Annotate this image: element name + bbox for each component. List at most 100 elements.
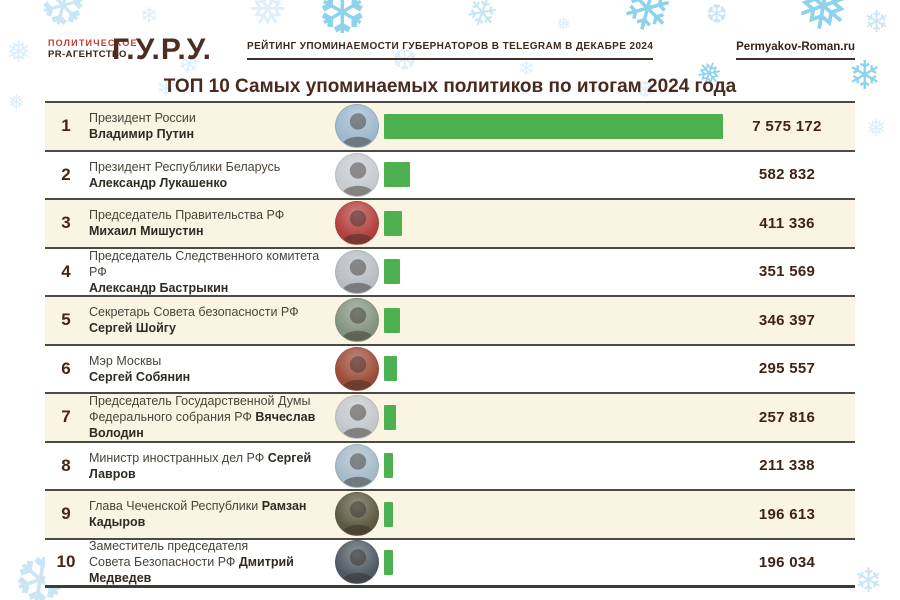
snowflake-icon: ❄	[140, 4, 159, 29]
person-silhouette-icon	[341, 162, 375, 196]
site-url: Permyakov-Roman.ru	[736, 41, 855, 60]
rank-number: 9	[61, 504, 71, 524]
politician-photo	[335, 298, 379, 343]
mention-bar	[384, 501, 393, 527]
politician-photo	[335, 152, 379, 197]
person-silhouette-icon	[341, 501, 375, 536]
agency-logo-text: ПОЛИТИЧЕСКОЕ PR-АГЕНТСТВО	[48, 37, 138, 61]
politician-photo	[335, 201, 379, 246]
snowflake-icon: ❅	[8, 90, 25, 114]
politician-name: Дмитрий Медведев	[89, 555, 294, 586]
header-tagline: РЕЙТИНГ УПОМИНАЕМОСТИ ГУБЕРНАТОРОВ В TEL…	[247, 41, 654, 60]
mention-bar	[384, 162, 410, 188]
politician-photo	[335, 395, 379, 440]
mention-bar	[384, 404, 396, 430]
rank-number: 5	[61, 310, 71, 330]
mention-count: 196 034	[758, 553, 816, 571]
ranking-row: 4 Председатель Следственного комитета РФ…	[45, 248, 855, 297]
mention-count: 196 613	[758, 505, 816, 523]
ranking-row: 6 Мэр Москвы Сергей Собянин 295 557	[45, 345, 855, 394]
ranking-row: 7 Председатель Государственной Думы Феде…	[45, 394, 855, 443]
politician-description: Секретарь Совета безопасности РФ Сергей …	[89, 305, 299, 336]
politician-photo	[335, 104, 379, 149]
person-silhouette-icon	[341, 259, 375, 293]
ranking-row: 8 Министр иностранных дел РФ Сергей Лавр…	[45, 442, 855, 491]
ranking-row: 5 Секретарь Совета безопасности РФ Серге…	[45, 297, 855, 346]
snowflake-icon: ❄	[613, 0, 681, 51]
politician-description: Председатель Государственной Думы Федера…	[89, 394, 316, 441]
politician-photo	[335, 249, 379, 294]
ranking-row: 3 Председатель Правительства РФ Михаил М…	[45, 200, 855, 249]
mention-count: 295 557	[758, 360, 816, 378]
mention-bar	[384, 307, 400, 333]
person-silhouette-icon	[341, 404, 375, 439]
politician-description: Президент Республики Беларусь Александр …	[89, 159, 281, 190]
snowflake-icon: ❄	[854, 561, 883, 600]
politician-description: Глава Чеченской Республики Рамзан Кадыро…	[89, 499, 307, 530]
mention-bar	[384, 356, 397, 382]
politician-description: Мэр Москвы Сергей Собянин	[89, 353, 191, 384]
politician-name: Рамзан Кадыров	[89, 499, 307, 530]
mention-count: 7 575 172	[752, 117, 822, 135]
mention-bar	[384, 549, 393, 575]
politician-name: Сергей Шойгу	[89, 321, 176, 336]
politician-name: Александр Лукашенко	[89, 175, 228, 190]
mention-count: 582 832	[758, 166, 816, 184]
politician-name: Владимир Путин	[89, 127, 195, 142]
rank-number: 6	[61, 358, 71, 378]
ranking-table: 1 Президент России Владимир Путин 7 575 …	[45, 101, 855, 588]
page-title: ТОП 10 Самых упоминаемых политиков по ит…	[163, 76, 737, 97]
rank-number: 2	[61, 164, 71, 184]
politician-description: Председатель Правительства РФ Михаил Миш…	[89, 208, 285, 239]
ranking-row: 10 Заместитель председателя Совета Безоп…	[45, 539, 855, 588]
rank-number: 3	[61, 213, 71, 233]
person-silhouette-icon	[341, 113, 375, 148]
politician-description: Председатель Следственного комитета РФ А…	[89, 248, 320, 295]
mention-count: 351 569	[758, 263, 816, 281]
rank-number: 7	[61, 407, 71, 427]
rank-number: 8	[61, 455, 71, 475]
agency-line1: ПОЛИТИЧЕСКОЕ	[48, 38, 138, 48]
person-silhouette-icon	[341, 210, 375, 245]
snowflake-icon: ❅	[789, 0, 856, 50]
mention-count: 411 336	[759, 214, 815, 232]
person-silhouette-icon	[341, 453, 375, 487]
person-silhouette-icon	[341, 307, 375, 342]
snowflake-icon: ❆	[32, 0, 93, 43]
politician-name: Сергей Собянин	[89, 369, 191, 384]
politician-photo	[335, 346, 379, 391]
politician-name: Вячеслав Володин	[89, 410, 316, 441]
mention-bar	[384, 210, 402, 236]
politician-name: Александр Бастрыкин	[89, 280, 229, 295]
ranking-row: 1 Президент России Владимир Путин 7 575 …	[45, 103, 855, 152]
politician-photo	[335, 443, 379, 488]
politician-description: Заместитель председателя Совета Безопасн…	[89, 539, 294, 586]
person-silhouette-icon	[341, 549, 375, 584]
snowflake-icon: ❅	[556, 14, 572, 35]
snowflake-icon: ❄	[518, 56, 535, 80]
politician-photo	[335, 492, 379, 537]
mention-bar	[384, 259, 400, 285]
ranking-row: 9 Глава Чеченской Республики Рамзан Кады…	[45, 491, 855, 540]
snowflake-icon: ❅	[237, 0, 298, 43]
mention-count: 257 816	[758, 408, 816, 426]
politician-description: Президент России Владимир Путин	[89, 111, 196, 142]
snowflake-icon: ❄	[864, 5, 890, 40]
agency-line2: PR-АГЕНТСТВО	[48, 49, 127, 60]
mention-count: 346 397	[758, 311, 816, 329]
politician-photo	[335, 540, 379, 585]
snowflake-icon: ❅	[6, 35, 32, 70]
mention-bar	[384, 453, 393, 479]
guru-logo: Г.У.Р.У.	[112, 33, 212, 66]
mention-count: 211 338	[759, 457, 815, 475]
snowflake-icon: ❅	[866, 114, 887, 142]
rank-number: 10	[56, 552, 76, 572]
snowflake-icon: ❆	[706, 0, 728, 30]
politician-name: Сергей Лавров	[89, 450, 312, 481]
mention-bar	[384, 113, 723, 139]
rank-number: 4	[61, 261, 71, 281]
snowflake-icon: ❄	[459, 0, 505, 40]
snowflake-icon: ❆	[318, 0, 367, 47]
politician-name: Михаил Мишустин	[89, 224, 204, 239]
